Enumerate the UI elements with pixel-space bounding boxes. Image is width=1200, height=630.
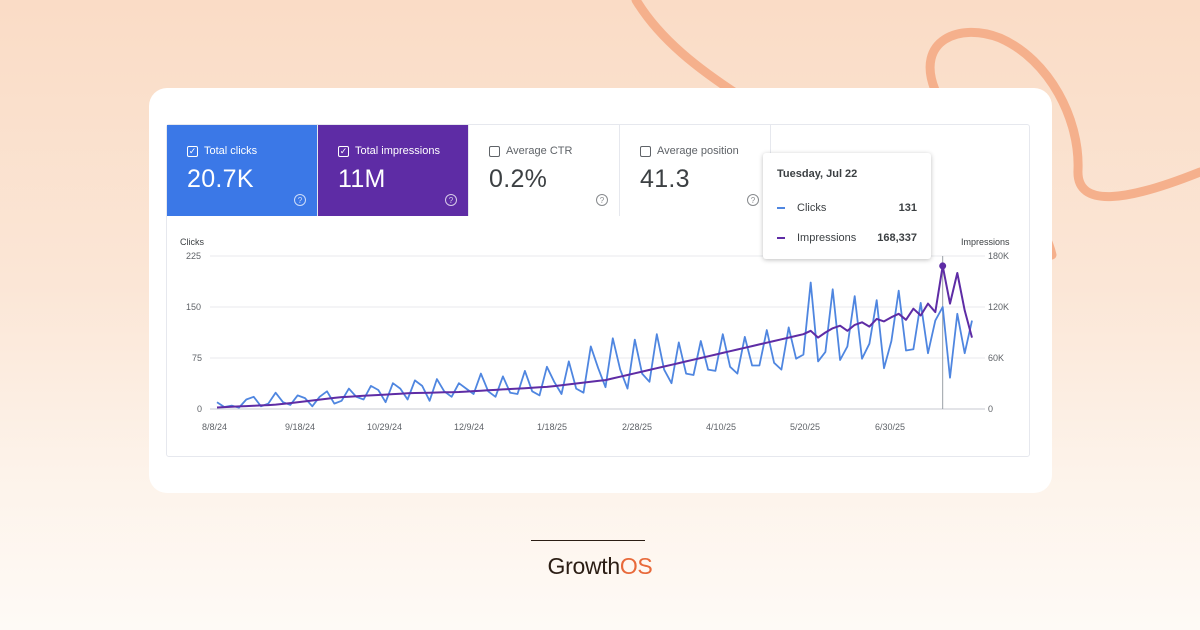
tooltip-series-value: 131 xyxy=(898,202,917,214)
metric-value: 20.7K xyxy=(187,165,254,193)
x-tick: 5/20/25 xyxy=(790,422,821,432)
y-left-tick: 150 xyxy=(186,302,202,312)
x-tick: 10/29/24 xyxy=(367,422,403,432)
x-tick: 4/10/25 xyxy=(706,422,737,432)
metric-label: Average position xyxy=(657,145,739,157)
series-line-clicks xyxy=(216,281,973,409)
help-icon[interactable]: ? xyxy=(294,194,306,206)
chart-tooltip: Tuesday, Jul 22 Clicks 131 Impressions 1… xyxy=(763,153,931,259)
y-left-axis-title: Clicks xyxy=(180,237,204,247)
brand-name-main: Growth xyxy=(547,553,621,579)
checkbox-checked-icon[interactable]: ✓ xyxy=(187,145,198,157)
highlight-point xyxy=(939,262,947,270)
legend-swatch-clicks xyxy=(777,207,785,209)
y-left-tick: 225 xyxy=(186,251,202,261)
tooltip-row-clicks: Clicks 131 xyxy=(777,193,917,223)
metric-label: Total impressions xyxy=(355,145,440,157)
tooltip-series-value: 168,337 xyxy=(877,232,917,244)
x-tick: 8/8/24 xyxy=(202,422,228,432)
tooltip-series-name: Impressions xyxy=(797,232,857,244)
metric-value: 11M xyxy=(338,165,386,193)
brand-divider xyxy=(531,540,645,541)
metric-total-clicks[interactable]: ✓ Total clicks 20.7K ? xyxy=(167,125,318,216)
metric-average-position[interactable]: Average position 41.3 ? xyxy=(620,125,771,216)
metric-value: 41.3 xyxy=(640,165,690,193)
checkbox-unchecked-icon[interactable] xyxy=(640,145,651,157)
y-right-tick: 120K xyxy=(988,302,1010,312)
metric-label: Average CTR xyxy=(506,145,573,157)
metric-value: 0.2% xyxy=(489,165,548,193)
checkbox-unchecked-icon[interactable] xyxy=(489,145,500,157)
x-tick: 9/18/24 xyxy=(285,422,316,432)
x-tick: 6/30/25 xyxy=(875,422,906,432)
y-left-tick: 0 xyxy=(197,404,203,414)
x-tick: 1/18/25 xyxy=(537,422,568,432)
y-left-tick: 75 xyxy=(192,353,203,363)
growthos-logo: GrowthOS xyxy=(0,553,1200,580)
series-line-impressions xyxy=(216,264,973,409)
y-right-axis-title: Impressions xyxy=(961,237,1010,247)
brand-name-accent: OS xyxy=(619,553,653,579)
checkbox-checked-icon[interactable]: ✓ xyxy=(338,145,349,157)
help-icon[interactable]: ? xyxy=(445,194,457,206)
tooltip-row-impressions: Impressions 168,337 xyxy=(777,223,917,253)
help-icon[interactable]: ? xyxy=(747,194,759,206)
metric-total-impressions[interactable]: ✓ Total impressions 11M ? xyxy=(318,125,469,216)
legend-swatch-impressions xyxy=(777,237,785,239)
y-right-tick: 0 xyxy=(988,404,994,414)
tooltip-date: Tuesday, Jul 22 xyxy=(777,168,858,180)
help-icon[interactable]: ? xyxy=(596,194,608,206)
y-right-tick: 180K xyxy=(988,251,1010,261)
metric-average-ctr[interactable]: Average CTR 0.2% ? xyxy=(469,125,620,216)
metric-label: Total clicks xyxy=(204,145,258,157)
metric-tabs: ✓ Total clicks 20.7K ? ✓ Total impressions… xyxy=(167,125,771,216)
y-right-tick: 60K xyxy=(988,353,1005,363)
tooltip-series-name: Clicks xyxy=(797,202,827,214)
x-tick: 2/28/25 xyxy=(622,422,653,432)
x-tick: 12/9/24 xyxy=(454,422,485,432)
